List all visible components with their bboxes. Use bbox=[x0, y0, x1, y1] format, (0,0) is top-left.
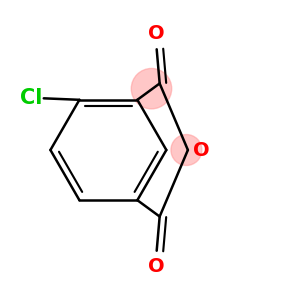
Text: O: O bbox=[193, 140, 210, 160]
Circle shape bbox=[131, 68, 172, 109]
Text: O: O bbox=[148, 257, 165, 276]
Circle shape bbox=[171, 134, 202, 166]
Text: Cl: Cl bbox=[20, 88, 42, 108]
Text: O: O bbox=[148, 24, 165, 43]
